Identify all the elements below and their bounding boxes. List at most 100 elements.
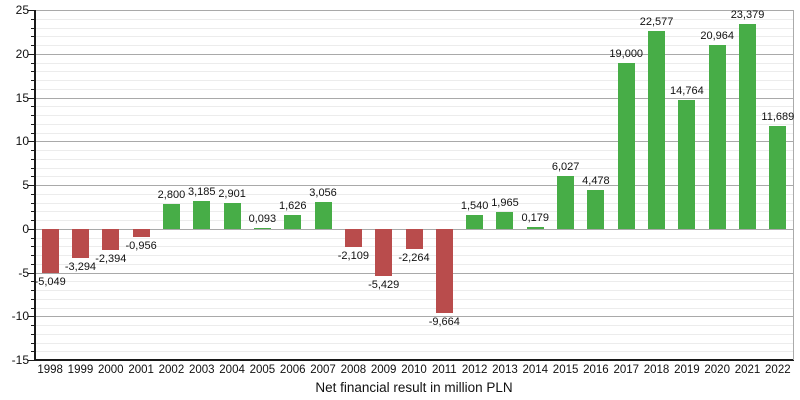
gridline-minor	[35, 45, 793, 46]
bar-2000	[102, 228, 120, 250]
bar-value-label: -3,294	[64, 260, 97, 273]
x-axis-tick-label: 2020	[704, 364, 730, 376]
gridline-major	[35, 97, 793, 99]
bar-value-label: 3,185	[187, 185, 216, 198]
x-axis-tick-label: 1999	[67, 364, 94, 376]
y-axis-tick	[31, 255, 35, 256]
gridline-minor	[35, 342, 793, 344]
x-axis-tick-label: 2006	[279, 364, 306, 376]
x-axis-tick-label: 2007	[310, 364, 336, 376]
x-axis-tick-label: 1998	[37, 364, 63, 376]
y-axis-tick	[31, 71, 35, 73]
y-axis-tick	[31, 246, 35, 248]
y-axis-tick	[28, 10, 35, 11]
bar-value-label: 11,689	[761, 111, 795, 124]
y-axis-tick	[31, 80, 35, 81]
gridline-major	[35, 272, 793, 274]
bar-2021	[739, 24, 757, 229]
x-axis-tick-label: 2021	[734, 364, 761, 376]
gridline-minor	[35, 333, 793, 335]
bar-value-label: 1,965	[491, 196, 519, 209]
x-axis-tick-label: 2013	[492, 364, 518, 376]
y-axis-tick	[31, 281, 35, 283]
x-axis-tick-label: 2019	[674, 364, 700, 376]
bar-2022	[769, 126, 787, 229]
y-axis-tick	[28, 97, 35, 99]
bar-value-label: 2,901	[218, 188, 246, 201]
chart-title: Net financial result in million PLN	[315, 380, 513, 395]
y-axis-tick	[31, 298, 35, 300]
bar-value-label: -2,264	[398, 251, 430, 264]
bar-2009	[375, 228, 393, 277]
bar-2016	[587, 189, 605, 229]
y-axis-tick	[28, 316, 35, 318]
gridline-minor	[35, 351, 793, 353]
bar-value-label: -5,049	[34, 275, 66, 288]
bar-2019	[678, 99, 696, 229]
x-axis-tick-label: 2015	[552, 364, 579, 376]
y-axis-tick	[28, 141, 35, 143]
x-axis-tick-label: 2008	[340, 364, 367, 376]
gridline-minor	[35, 36, 793, 38]
bar-2002	[162, 204, 180, 229]
bar-2012	[466, 215, 484, 229]
bar-2018	[648, 31, 666, 229]
y-axis-tick	[31, 18, 35, 20]
gridline-major	[35, 10, 793, 11]
x-axis-tick-label: 2010	[401, 364, 427, 376]
y-axis-tick	[31, 263, 35, 265]
bar-value-label: 2,800	[157, 189, 186, 202]
x-axis-tick-label: 2009	[370, 364, 397, 376]
bar-value-label: 4,478	[582, 174, 610, 187]
gridline-minor	[35, 71, 793, 73]
y-axis-tick	[31, 193, 35, 195]
y-axis-tick	[31, 351, 35, 353]
gridline-major	[35, 53, 793, 55]
gridline-minor	[35, 307, 793, 309]
bar-1998	[41, 228, 59, 273]
y-axis-tick	[31, 27, 35, 29]
y-axis-tick	[31, 150, 35, 151]
y-axis-tick	[31, 237, 35, 239]
x-axis-tick-label: 2022	[765, 364, 791, 376]
bar-2015	[557, 176, 575, 229]
bar-value-label: -5,429	[368, 279, 400, 292]
y-axis-tick	[28, 53, 35, 55]
y-axis-tick-label: 15	[15, 90, 29, 105]
bar-value-label: -2,109	[337, 250, 369, 263]
y-axis-tick	[31, 176, 35, 178]
y-axis-tick	[31, 342, 35, 344]
y-axis-tick-label: 20	[15, 46, 29, 61]
x-axis-tick-label: 2014	[522, 364, 549, 376]
bar-2013	[496, 211, 514, 229]
y-axis-tick	[31, 115, 35, 116]
bar-value-label: 23,379	[730, 9, 765, 22]
bar-value-label: 1,540	[460, 200, 489, 213]
y-axis-tick	[31, 158, 35, 160]
bar-value-label: -2,394	[95, 252, 127, 265]
x-axis-tick-label: 2004	[219, 364, 245, 376]
x-axis-tick-label: 2005	[249, 364, 276, 376]
bar-2005	[253, 227, 271, 229]
x-axis-tick-label: 2003	[188, 364, 215, 376]
bar-value-label: 14,764	[670, 84, 704, 97]
gridline-minor	[35, 298, 793, 300]
plot-right-border	[793, 10, 794, 360]
y-axis-tick	[31, 88, 35, 90]
bar-2010	[405, 228, 423, 249]
bar-value-label: 20,964	[700, 30, 735, 43]
bar-value-label: 22,577	[639, 16, 674, 29]
y-axis-tick	[31, 123, 35, 125]
bar-value-label: 0,093	[248, 212, 277, 225]
y-axis-tick	[31, 132, 35, 134]
y-axis-tick-label: -5	[18, 265, 29, 280]
y-axis-tick	[31, 36, 35, 38]
bar-value-label: 3,056	[309, 187, 337, 199]
bar-2020	[708, 45, 726, 229]
y-axis-tick	[31, 325, 35, 326]
bar-2014	[526, 227, 544, 229]
gridline-minor	[35, 80, 793, 81]
x-axis-line	[34, 359, 794, 361]
bar-2011	[435, 228, 453, 314]
